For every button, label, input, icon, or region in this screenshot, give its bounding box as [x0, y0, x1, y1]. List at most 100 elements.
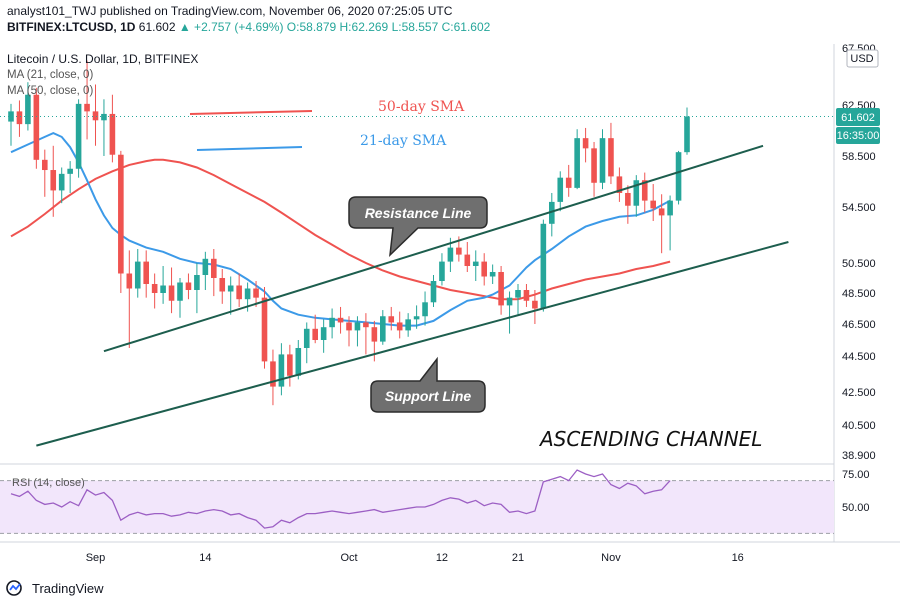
rsi-tick-label: 75.00 — [842, 469, 870, 481]
currency-label: USD — [850, 53, 873, 65]
candle-down — [337, 317, 344, 323]
candle-down — [371, 327, 378, 342]
candle-down — [641, 180, 648, 201]
support-line — [36, 241, 789, 447]
candle-down — [168, 285, 175, 301]
candle-up — [329, 317, 335, 328]
candle-down — [464, 254, 471, 266]
rsi-legend: RSI (14, close) — [12, 477, 85, 489]
candle-down — [253, 288, 259, 298]
candle-up — [489, 272, 496, 277]
candle-up — [25, 94, 31, 125]
candle-down — [456, 247, 462, 255]
price-tick-label: 46.500 — [842, 319, 876, 331]
candle-up — [380, 316, 386, 342]
candle-down — [591, 148, 597, 183]
candle-up — [430, 281, 437, 303]
price-tick-label: 40.500 — [842, 420, 876, 432]
candle-down — [523, 290, 530, 301]
close-value: C:61.602 — [441, 20, 491, 34]
time-tick-label: 21 — [512, 552, 524, 564]
candle-up — [472, 261, 479, 266]
candle-down — [84, 103, 90, 112]
candle-up — [557, 177, 564, 202]
candle-up — [667, 200, 673, 216]
sma21-annotation: 21-day SMA — [360, 133, 447, 149]
open-value: O:58.879 — [286, 20, 337, 34]
candle-down — [270, 361, 276, 387]
tradingview-brand: TradingView — [32, 580, 104, 596]
candle-down — [582, 138, 589, 149]
candle-up — [295, 348, 302, 376]
candle-down — [109, 113, 116, 155]
resistance-callout: Resistance Line — [348, 196, 488, 257]
candle-down — [396, 322, 403, 331]
countdown-badge — [836, 127, 880, 144]
candle-up — [447, 247, 454, 262]
candle-up — [549, 201, 555, 224]
candle-up — [422, 302, 428, 317]
price-tick-label: 48.500 — [842, 288, 876, 300]
price-tick-label: 54.500 — [842, 202, 876, 214]
ma21-legend[interactable]: MA (21, close, 0) — [7, 69, 94, 81]
candle-down — [50, 170, 57, 191]
candle-up — [278, 354, 285, 387]
candle-down — [33, 94, 40, 160]
low-value: L:58.557 — [391, 20, 439, 34]
time-tick-label: 12 — [436, 552, 448, 564]
time-tick-label: 14 — [199, 552, 211, 564]
candle-down — [236, 285, 242, 300]
candle-up — [599, 138, 606, 183]
price-change: ▲ +2.757 (+4.69%) — [178, 20, 284, 34]
candle-down — [565, 177, 572, 188]
candle-down — [608, 138, 614, 177]
candle-up — [202, 258, 209, 275]
ma21-line — [10, 132, 671, 327]
candle-up — [101, 113, 107, 121]
candle-up — [303, 328, 310, 348]
currency-button[interactable] — [846, 49, 879, 68]
countdown-badge-text: 16:35:00 — [837, 130, 880, 142]
last-price: 61.602 — [138, 20, 176, 34]
time-tick-label: Nov — [601, 552, 621, 564]
resistance-line — [103, 144, 764, 353]
high-value: H:62.269 — [339, 20, 389, 34]
candle-up — [540, 223, 547, 309]
candle-down — [346, 322, 352, 331]
ma50-line — [10, 158, 671, 301]
candle-down — [42, 159, 48, 171]
candle-down — [211, 258, 217, 278]
candle-down — [126, 273, 133, 289]
candle-up — [439, 261, 445, 281]
last-price-badge — [836, 108, 880, 126]
candle-down — [481, 261, 487, 277]
candle-down — [16, 111, 23, 125]
candle-up — [227, 285, 234, 292]
candle-down — [92, 111, 99, 121]
ma50-legend[interactable]: MA (50, close, 0) — [7, 85, 94, 97]
candle-up — [413, 316, 420, 320]
tradingview-logo[interactable]: TradingView — [6, 580, 104, 596]
time-tick-label: 16 — [732, 552, 744, 564]
candle-down — [261, 297, 268, 362]
candle-down — [185, 282, 192, 290]
time-tick-label: Sep — [86, 552, 106, 564]
price-tick-label: 38.900 — [842, 450, 876, 462]
rsi-line — [10, 469, 671, 529]
support-line-label: Support Line — [385, 388, 472, 404]
candle-down — [118, 154, 124, 274]
price-tick-label: 44.500 — [842, 351, 876, 363]
candle-down — [388, 316, 395, 323]
support-callout: Support Line — [370, 356, 486, 413]
candle-up — [134, 261, 141, 289]
candle-up — [675, 152, 682, 201]
candle-up — [684, 116, 690, 153]
candle-down — [363, 322, 369, 328]
sma21-callout-line — [196, 146, 303, 151]
ascending-channel-label: ASCENDING CHANNEL — [538, 427, 762, 451]
candle-up — [58, 173, 65, 191]
price-tick-label: 50.500 — [842, 258, 876, 270]
candle-up — [320, 327, 327, 340]
candle-up — [244, 288, 251, 300]
